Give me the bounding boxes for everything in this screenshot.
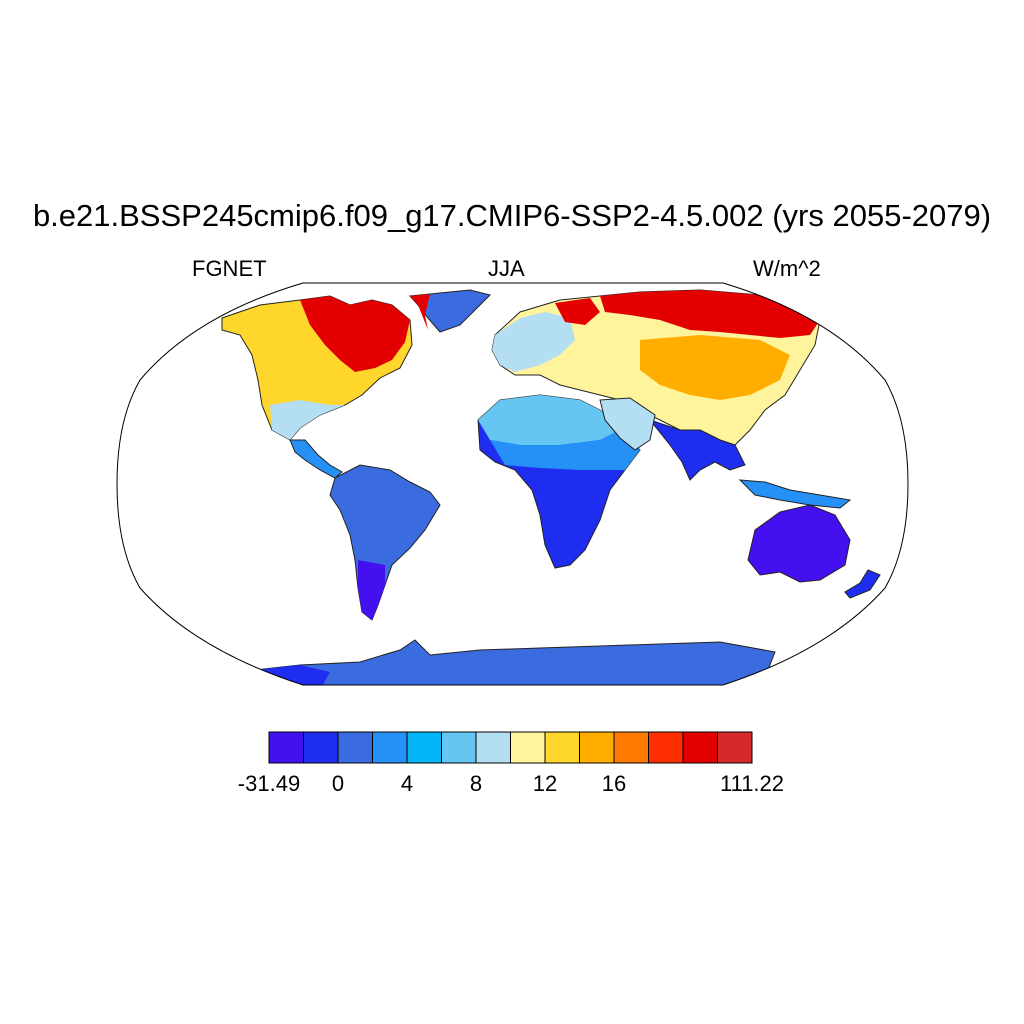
variable-label: FGNET xyxy=(192,256,267,281)
colorbar-swatch-11 xyxy=(648,731,684,764)
south-america-tip xyxy=(358,560,385,620)
europe-lightblue xyxy=(492,312,575,372)
map-boundary xyxy=(116,282,909,686)
colorbar-label: 8 xyxy=(469,771,483,796)
australia-land xyxy=(747,504,851,583)
south-asia-land xyxy=(648,418,746,481)
new-zealand-land xyxy=(844,569,881,599)
colorbar-label: 111.22 xyxy=(719,771,785,796)
colorbar-swatch-4 xyxy=(406,731,442,764)
units-label: W/m^2 xyxy=(753,256,821,281)
scandinavia-red xyxy=(555,298,600,325)
colorbar-label: 12 xyxy=(532,771,558,796)
season-label: JJA xyxy=(488,256,525,281)
colorbar-swatch-0 xyxy=(268,731,304,764)
sahel-band xyxy=(490,430,640,470)
colorbar-swatch-8 xyxy=(544,731,580,764)
north-america-north-red xyxy=(300,296,410,372)
land-fill-group xyxy=(221,289,881,685)
colorbar-swatch-5 xyxy=(441,731,477,764)
colorbar-swatch-6 xyxy=(475,731,511,764)
colorbar-swatch-10 xyxy=(613,731,649,764)
north-america-south-band xyxy=(270,400,345,440)
arabia-land xyxy=(599,397,656,451)
colorbar-label: 16 xyxy=(601,771,627,796)
colorbar-swatch-9 xyxy=(579,731,615,764)
colorbar-swatch-2 xyxy=(337,731,373,764)
colorbar-swatch-12 xyxy=(682,731,718,764)
sahara-band xyxy=(478,395,620,445)
colorbar-swatch-7 xyxy=(510,731,546,764)
colorbar-swatch-3 xyxy=(372,731,408,764)
central-america-land xyxy=(289,439,343,479)
colorbar-swatch-1 xyxy=(303,731,339,764)
colorbar-label: -31.49 xyxy=(237,771,301,796)
siberia-red xyxy=(600,290,820,338)
colorbar-label: 0 xyxy=(331,771,345,796)
greenland-rim xyxy=(410,294,430,330)
colorbar-swatch-13 xyxy=(717,731,753,764)
page-title: b.e21.BSSP245cmip6.f09_g17.CMIP6-SSP2-4.… xyxy=(32,198,992,233)
indonesia-land xyxy=(738,479,852,509)
colorbar-label: 4 xyxy=(400,771,414,796)
central-asia-orange xyxy=(640,335,790,400)
